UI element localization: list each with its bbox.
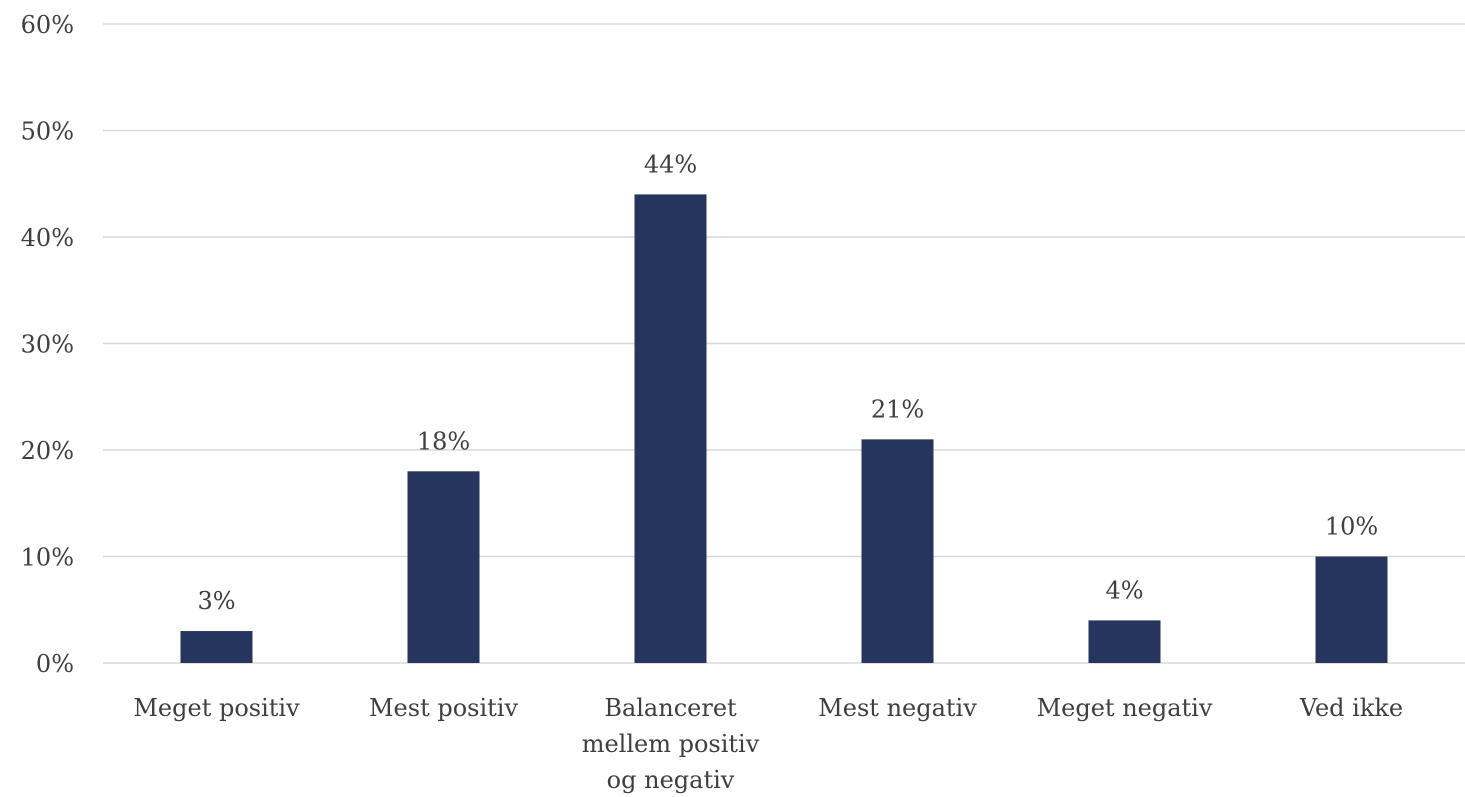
bar: [861, 439, 934, 663]
bar: [1315, 556, 1388, 663]
category-label-line: og negativ: [607, 766, 735, 794]
category-label-line: Balanceret: [604, 694, 737, 722]
category-label: Mest negativ: [818, 694, 977, 722]
category-label: Meget negativ: [1037, 694, 1213, 722]
category-label-line: Meget negativ: [1037, 694, 1213, 722]
category-label: Mest positiv: [369, 694, 518, 722]
data-label: 10%: [1325, 513, 1378, 541]
labels-layer: 0% 10% 20% 30% 40% 50% 60% 3% Meget positiv 18% Me…: [21, 11, 1403, 794]
grid-layer: [103, 23, 1465, 664]
category-label-line: Mest positiv: [369, 694, 518, 722]
bar: [407, 471, 480, 663]
y-tick-label: 50%: [21, 118, 74, 146]
y-tick-label: 40%: [21, 224, 74, 252]
y-tick-label: 60%: [21, 11, 74, 39]
data-label: 18%: [417, 427, 470, 455]
y-tick-label: 30%: [21, 331, 74, 359]
y-tick-label: 20%: [21, 437, 74, 465]
bar: [1088, 620, 1161, 663]
category-label: Balanceret mellem positiv og negativ: [582, 694, 760, 794]
category-label: Ved ikke: [1299, 694, 1403, 722]
data-label: 44%: [644, 150, 697, 178]
category-label-line: mellem positiv: [582, 730, 760, 758]
bars-layer: [180, 194, 1388, 663]
category-label-line: Mest negativ: [818, 694, 977, 722]
bar: [634, 194, 707, 663]
data-label: 21%: [871, 395, 924, 423]
y-tick-label: 10%: [21, 544, 74, 572]
category-label-line: Ved ikke: [1299, 694, 1403, 722]
category-label: Meget positiv: [133, 694, 300, 722]
data-label: 3%: [197, 587, 235, 615]
bar: [180, 631, 253, 663]
category-label-line: Meget positiv: [133, 694, 300, 722]
y-tick-label: 0%: [36, 650, 74, 678]
data-label: 4%: [1105, 576, 1143, 604]
